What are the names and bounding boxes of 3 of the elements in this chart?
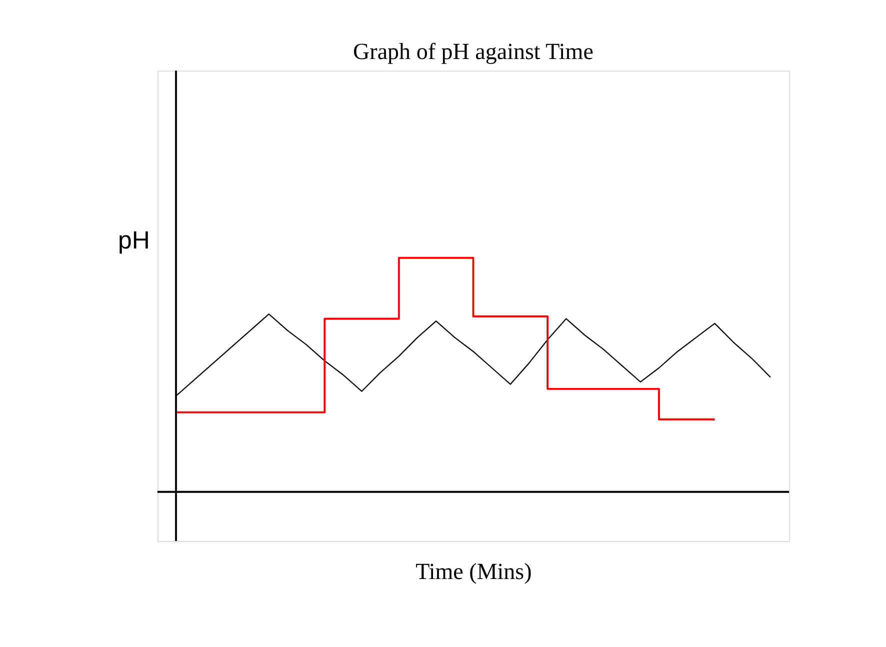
chart-title: Graph of pH against Time	[353, 38, 594, 64]
y-axis-title: pH	[118, 226, 150, 255]
x-axis-title: Time (Mins)	[416, 558, 532, 584]
